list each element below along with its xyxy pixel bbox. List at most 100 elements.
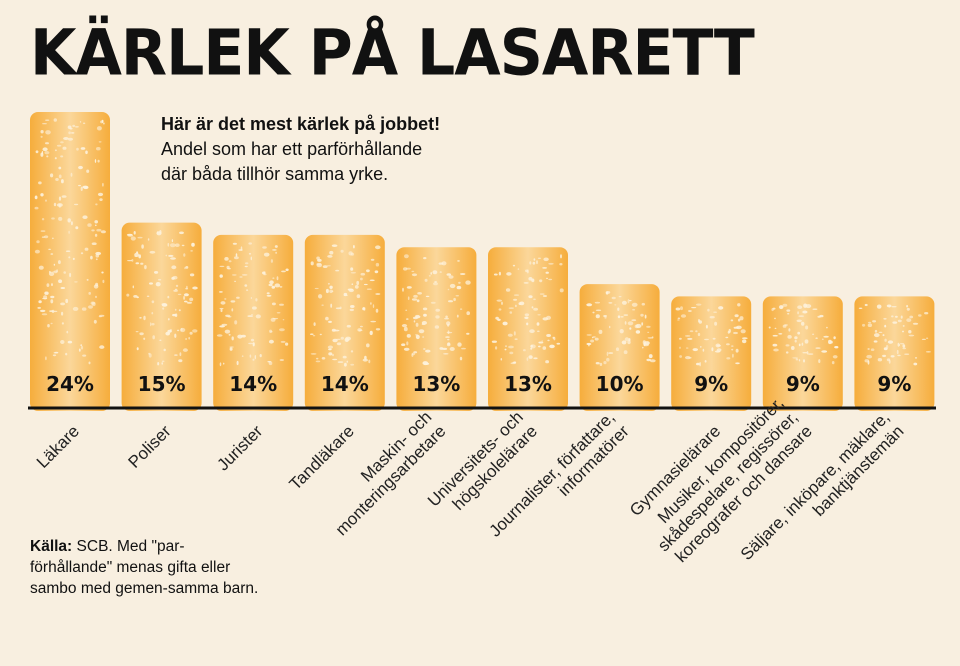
bar-texture-speck [434,325,440,329]
bar-texture-speck [780,306,784,308]
bar-texture-speck [508,345,514,349]
bar-texture-speck [687,337,693,340]
bar-texture-speck [715,343,721,348]
bar-texture-speck [312,335,316,337]
bar-texture-speck [791,346,795,350]
bar-texture-speck [873,340,878,343]
bar-texture-speck [695,330,698,333]
bar-texture-speck [190,250,194,252]
source-text: SCB. Med "par-förhållande" menas gifta e… [30,538,259,597]
bar-texture-speck [56,144,62,147]
bar-texture-speck [530,347,533,350]
bar-texture-speck [179,327,186,333]
bar-texture-speck [704,360,707,363]
category-label-line: Tandläkare [286,422,358,494]
bar-texture-speck [53,352,59,354]
bar-texture-speck [53,270,58,274]
bar-texture-speck [172,313,177,317]
bar-texture-speck [325,288,329,294]
bar-texture-speck [45,142,49,145]
bar-texture-speck [250,338,255,342]
bar-texture-speck [72,257,75,261]
bar-texture-speck [353,245,355,249]
bar-texture-speck [152,335,155,340]
bar-texture-speck [234,256,239,260]
bar-texture-speck [38,300,42,304]
bar-texture-speck [126,293,130,297]
bar-texture-speck [888,306,891,308]
bar-texture-speck [466,332,470,335]
bar-texture-speck [872,320,877,323]
bar-texture-speck [695,303,702,306]
bar-texture-speck [174,308,177,311]
bar-texture-speck [624,337,630,342]
bar-texture-speck [515,304,517,308]
bar-texture-speck [774,317,776,320]
bar-texture-speck [614,304,617,306]
bar-texture-speck [53,118,57,122]
bar-texture-speck [350,350,354,353]
bar-texture-speck [815,337,818,340]
bar-texture-speck [548,262,554,265]
bar-texture-speck [48,270,51,274]
bar-texture-speck [742,339,747,344]
bar-texture-speck [823,335,829,338]
bar-texture-speck [519,301,525,306]
source-note: Källa: SCB. Med "par-förhållande" menas … [30,536,260,599]
bar-texture-speck [329,285,333,289]
bar-texture-speck [171,239,174,243]
bar-texture-speck [921,338,927,340]
bar-texture-speck [95,203,98,206]
bar-texture-speck [60,287,66,289]
bar-texture-speck [131,259,134,262]
bar-texture-speck [54,157,57,160]
bar-texture-speck [512,264,516,267]
bar-texture-speck [40,130,44,134]
bar-texture-speck [552,336,555,339]
bar-texture-speck [402,287,404,292]
bar-texture-speck [97,159,100,163]
bar-texture-speck [605,291,611,294]
bar-texture-speck [174,354,178,356]
bar-texture-speck [821,338,824,340]
bar-texture-speck [157,362,160,366]
bar-texture-speck [906,307,910,311]
bar-texture-speck [543,257,549,262]
bar-texture-speck [883,347,888,351]
bar-4: 14% [304,234,385,411]
bar-texture-speck [45,130,51,135]
bar-texture-speck [185,266,189,269]
bar-texture-speck [52,354,57,357]
bar-texture-speck [271,302,276,306]
bar-texture-speck [41,151,44,155]
bar-texture-speck [186,301,192,304]
bar-texture-speck [688,310,692,312]
bar-texture-speck [276,276,279,281]
category-label-line: Jurister [213,421,266,474]
bar-texture-speck [63,271,66,274]
bar-texture-speck [628,338,631,342]
bar-3: 14% [213,234,294,411]
bar-value-label: 14% [229,372,277,396]
bar-texture-speck [413,320,416,323]
bar-texture-speck [423,348,426,350]
bar-texture-speck [374,270,379,274]
bar-texture-speck [677,317,681,320]
bar-texture-speck [235,253,238,257]
bar-texture-speck [685,356,691,360]
bar-texture-speck [864,303,868,307]
bar-texture-speck [446,342,451,347]
bar-texture-speck [532,261,536,265]
bar-texture-speck [96,126,102,131]
bar-texture-speck [560,254,562,259]
bar-texture-speck [651,336,654,339]
bar-texture-speck [406,286,412,289]
bar-texture-speck [310,261,314,266]
bar-texture-speck [229,347,233,351]
bar-texture-speck [335,338,341,341]
bar-rect [213,234,294,411]
bar-texture-speck [798,343,801,347]
bar-texture-speck [53,263,56,266]
category-label-3: Jurister [213,421,266,474]
